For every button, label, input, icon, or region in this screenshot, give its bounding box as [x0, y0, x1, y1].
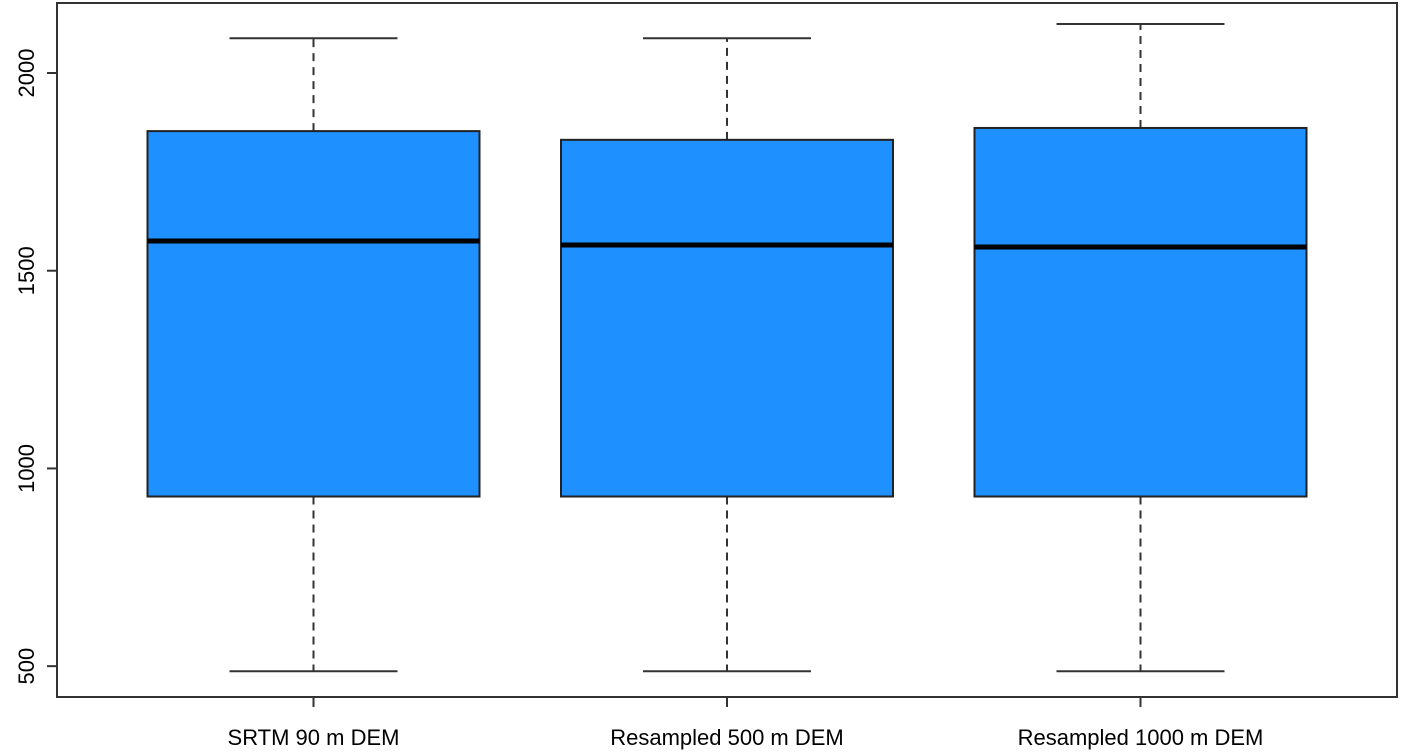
box	[973, 126, 1308, 498]
x-tick-label: Resampled 1000 m DEM	[1018, 725, 1264, 750]
y-tick-label: 2000	[14, 49, 39, 98]
y-tick-label: 1000	[14, 444, 39, 493]
x-tick-label: Resampled 500 m DEM	[610, 725, 844, 750]
box	[560, 138, 894, 498]
box	[146, 130, 481, 498]
y-tick-label: 1500	[14, 246, 39, 295]
x-tick-label: SRTM 90 m DEM	[228, 725, 400, 750]
y-tick-label: 500	[14, 648, 39, 685]
